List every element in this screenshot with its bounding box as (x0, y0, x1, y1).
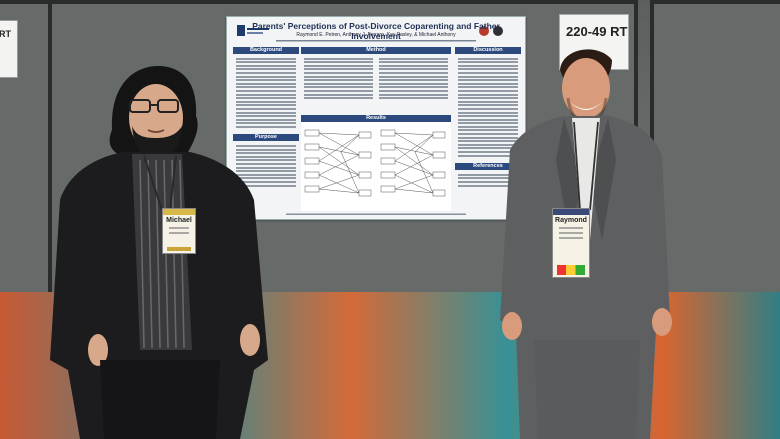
section-background-text (233, 54, 299, 131)
university-seal-icon (493, 26, 503, 36)
poster-middle-column: Method (301, 47, 451, 209)
poster-board-right (650, 0, 780, 300)
person-left: Michael (40, 60, 280, 439)
affiliations-text-block (276, 40, 476, 42)
path-model-diagrams (304, 129, 446, 197)
poster-right-column: Discussion References (455, 47, 521, 209)
results-panel: Results (301, 115, 451, 211)
badge-name-left: Michael (166, 217, 192, 224)
poster-footer-text (286, 213, 466, 215)
section-results-heading: Results (301, 115, 451, 122)
room-number-text: 220-49 RT (566, 24, 628, 39)
badge-footer-stripe (167, 247, 191, 251)
poster-authors: Raymond E. Petren, Anthony J. Ferraro, K… (296, 32, 456, 38)
name-badge-right: Raymond (552, 208, 590, 278)
poster-footer (227, 213, 525, 217)
research-poster: Parents' Perceptions of Post-Divorce Cop… (226, 16, 526, 220)
left-room-sign-text: RT (0, 29, 11, 39)
section-purpose-heading: Purpose (233, 134, 299, 142)
section-references-text (455, 170, 521, 190)
badge-ribbon-stripe (557, 265, 585, 275)
person-left-figure (50, 66, 268, 439)
person-right: Raymond (490, 40, 680, 439)
badge-name-right: Raymond (555, 217, 587, 224)
section-method-heading: Method (301, 47, 451, 54)
section-purpose-text (233, 141, 299, 190)
section-discussion-heading: Discussion (455, 47, 521, 54)
section-references-heading: References (455, 163, 521, 171)
university-seal-icon (479, 26, 489, 36)
poster-affiliations (227, 39, 525, 44)
section-discussion-text (455, 54, 521, 160)
left-room-sign: RT (0, 20, 18, 78)
badge-band (163, 209, 195, 215)
section-background-heading: Background (233, 47, 299, 54)
badge-band (553, 209, 589, 215)
poster-title: Parents' Perceptions of Post-Divorce Cop… (252, 21, 500, 41)
university-logo-icon (237, 25, 269, 36)
poster-left-column: Background Purpose (233, 47, 299, 209)
name-badge-left: Michael (162, 208, 196, 254)
section-method-text (301, 54, 451, 103)
